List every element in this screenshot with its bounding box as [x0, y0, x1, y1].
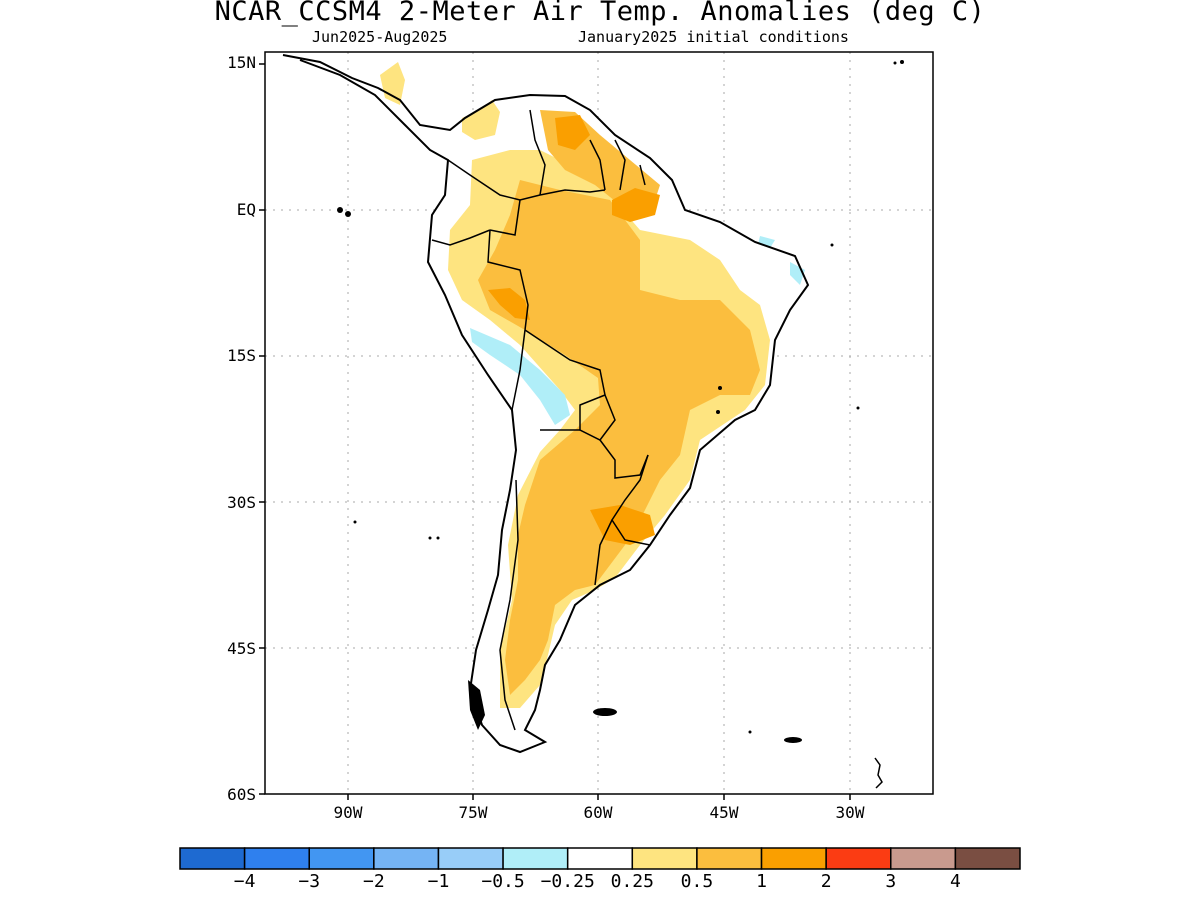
lat-label-30s: 30S	[227, 493, 256, 512]
colorbar-swatch	[954, 847, 1021, 870]
lat-label-15s: 15S	[227, 346, 256, 365]
colorbar-label: −3	[298, 871, 321, 892]
colorbar-label: 0.25	[610, 871, 654, 892]
colorbar-swatch	[631, 847, 698, 870]
anomaly-orange-guiana	[555, 115, 590, 150]
lon-label-45w: 45W	[709, 803, 739, 822]
initial-conditions: January2025 initial conditions	[578, 28, 849, 46]
colorbar-swatch	[566, 847, 634, 870]
colorbar	[179, 847, 1021, 870]
colorbar-swatch	[179, 847, 246, 870]
anomaly-orange-amazon-mouth	[612, 188, 660, 222]
colorbar-label: 3	[885, 871, 897, 892]
lat-label-60s: 60S	[227, 785, 256, 804]
colorbar-label: −1	[427, 871, 450, 892]
colorbar-swatch	[373, 847, 440, 870]
country-borders	[431, 109, 651, 731]
colorbar-label: −4	[233, 871, 256, 892]
colorbar-label: −0.25	[540, 871, 595, 892]
anomaly-light-yellow-central-america	[380, 62, 405, 105]
anomaly-light-blue-andes	[470, 328, 570, 425]
colorbar-swatch	[502, 847, 569, 870]
lon-label-75w: 75W	[458, 803, 488, 822]
anomaly-light-blue-east	[790, 262, 805, 285]
lon-label-90w: 90W	[333, 803, 363, 822]
axis-ticks	[259, 63, 851, 800]
anomaly-orange-peru	[488, 288, 530, 320]
lat-label-15n: 15N	[227, 53, 256, 72]
colorbar-label: 0.5	[680, 871, 714, 892]
colorbar-label: −0.5	[481, 871, 525, 892]
anomaly-orange-yellow	[478, 180, 760, 695]
colorbar-swatch	[825, 847, 892, 870]
coastline	[282, 54, 810, 754]
colorbar-swatch	[890, 847, 957, 870]
lon-label-30w: 30W	[835, 803, 865, 822]
colorbar-swatch	[437, 847, 504, 870]
colorbar-label: 1	[756, 871, 767, 892]
colorbar-swatch	[760, 847, 827, 870]
colorbar-label: 2	[820, 871, 832, 892]
colorbar-swatch	[308, 847, 375, 870]
lon-label-60w: 60W	[583, 803, 613, 822]
forecast-period: Jun2025-Aug2025	[312, 28, 448, 46]
colorbar-label: −2	[363, 871, 385, 892]
anomaly-light-yellow-north	[462, 100, 500, 140]
anomaly-orange-pampas	[590, 505, 655, 545]
colorbar-swatch	[696, 847, 763, 870]
lat-label-eq: EQ	[236, 200, 256, 219]
colorbar-swatch	[243, 847, 310, 870]
islands	[337, 60, 904, 789]
map-title: NCAR_CCSM4 2-Meter Air Temp. Anomalies (…	[214, 0, 986, 27]
map-frame	[264, 51, 934, 795]
colorbar-label: 4	[949, 871, 961, 892]
lat-label-45s: 45S	[227, 639, 256, 658]
